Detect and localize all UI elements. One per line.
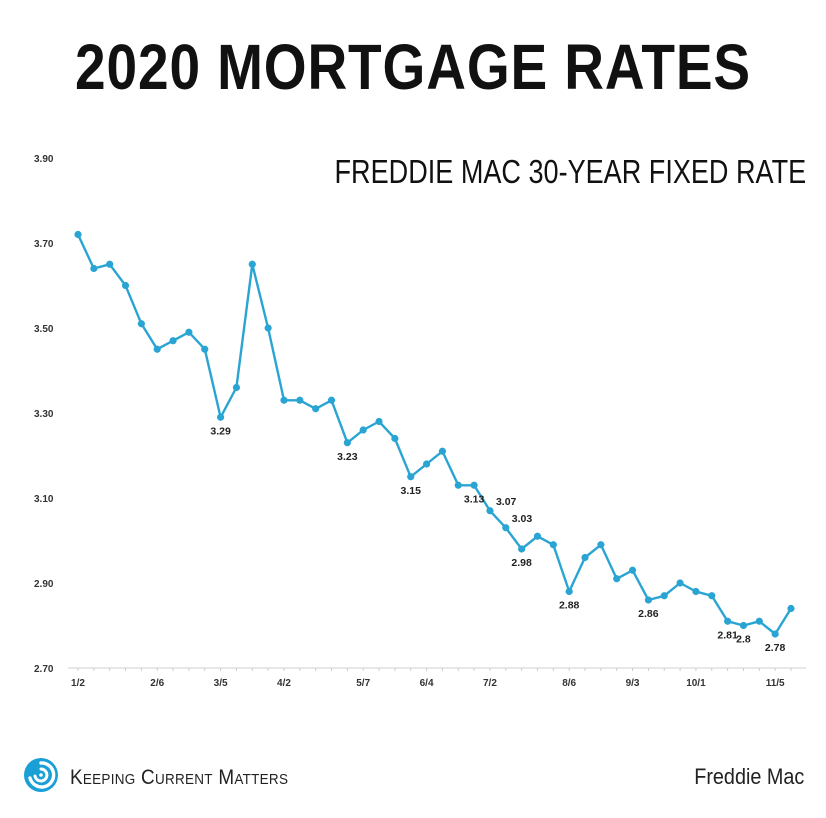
data-point	[264, 324, 272, 332]
y-tick-label: 3.70	[34, 239, 54, 250]
data-label: 2.78	[765, 642, 786, 654]
data-label: 3.29	[210, 425, 231, 437]
x-tick-label: 3/5	[214, 678, 228, 689]
data-point	[217, 413, 225, 421]
data-point	[613, 575, 621, 583]
data-point	[327, 396, 336, 404]
y-tick-label: 3.30	[34, 409, 54, 420]
data-point	[375, 417, 383, 426]
data-point	[407, 473, 415, 481]
data-point	[787, 604, 795, 613]
series-line	[76, 233, 793, 636]
data-point	[153, 345, 161, 353]
data-point	[676, 579, 684, 587]
data-point	[565, 587, 573, 596]
data-point	[454, 481, 462, 489]
data-point	[438, 447, 447, 455]
data-point	[739, 621, 748, 630]
x-axis: 1/2 2/6 3/5 4/2 5/7 6/4 7/2 8/6 9/3 10/1 11/5	[68, 667, 806, 689]
y-tick-label: 3.90	[34, 154, 54, 165]
data-point	[644, 596, 653, 604]
x-tick-label: 4/2	[277, 678, 291, 689]
x-tick-label: 6/4	[420, 678, 434, 689]
data-point	[232, 383, 241, 392]
data-label: 3.13	[464, 493, 485, 505]
data-point	[343, 439, 351, 447]
data-point	[771, 630, 779, 638]
data-label: 3.15	[401, 485, 422, 497]
data-label: 2.81	[717, 629, 738, 641]
data-label: 3.23	[337, 451, 358, 463]
data-point	[755, 617, 763, 625]
data-point	[312, 405, 320, 413]
data-point	[169, 337, 177, 345]
data-point	[106, 260, 114, 268]
data-point	[533, 532, 542, 540]
y-tick-label: 3.50	[34, 324, 54, 335]
data-point	[581, 553, 589, 562]
brand-name: Keeping Current Matters	[70, 765, 289, 789]
data-point	[502, 524, 510, 532]
page-title: 2020 MORTGAGE RATES	[75, 31, 751, 103]
data-point	[692, 587, 700, 596]
data-point	[201, 345, 209, 353]
rate-series	[74, 230, 795, 638]
x-tick-label: 7/2	[483, 678, 497, 689]
y-tick-label: 3.10	[34, 494, 54, 505]
data-point	[121, 281, 130, 290]
y-axis: 2.70 2.90 3.10 3.30 3.50 3.70 3.90	[34, 154, 54, 675]
data-label: 2.98	[511, 557, 532, 569]
y-tick-label: 2.90	[34, 579, 54, 590]
brand-logo: Keeping Current Matters	[22, 756, 312, 799]
data-point	[486, 507, 494, 515]
data-point	[185, 328, 193, 336]
data-point	[422, 460, 431, 468]
x-tick-label: 5/7	[356, 678, 370, 689]
x-tick-label: 9/3	[626, 678, 640, 689]
data-point	[628, 566, 637, 574]
data-point	[90, 264, 98, 273]
x-tick-label: 11/5	[766, 678, 785, 689]
data-point	[518, 545, 526, 553]
data-label: 2.86	[638, 608, 659, 620]
data-point	[597, 541, 605, 549]
y-tick-label: 2.70	[34, 664, 54, 675]
data-point	[74, 230, 82, 239]
data-point	[470, 481, 478, 489]
x-tick-label: 10/1	[686, 678, 706, 689]
x-tick-label: 2/6	[150, 678, 164, 689]
data-labels: 3.29 3.23 3.15 3.13 3.07 3.03 2.98 2.88 2.86 2.81…	[210, 425, 785, 654]
data-point	[660, 592, 668, 600]
data-point	[248, 260, 256, 268]
x-tick-label: 8/6	[562, 678, 576, 689]
data-label: 2.88	[559, 600, 580, 612]
data-point	[296, 396, 304, 404]
data-point	[391, 434, 399, 443]
x-tick-label: 1/2	[71, 678, 85, 689]
data-point	[137, 320, 145, 328]
chart-subtitle: FREDDIE MAC 30-YEAR FIXED RATE	[334, 153, 806, 190]
data-label: 3.03	[512, 513, 533, 525]
data-point	[724, 617, 732, 625]
data-label: 2.8	[736, 634, 751, 646]
data-point	[359, 426, 367, 434]
data-point	[280, 396, 288, 404]
data-point	[708, 592, 716, 600]
source-credit: Freddie Mac	[693, 764, 804, 789]
kcm-swirl-icon	[22, 756, 60, 799]
data-label: 3.07	[496, 496, 517, 508]
data-point	[549, 541, 557, 549]
